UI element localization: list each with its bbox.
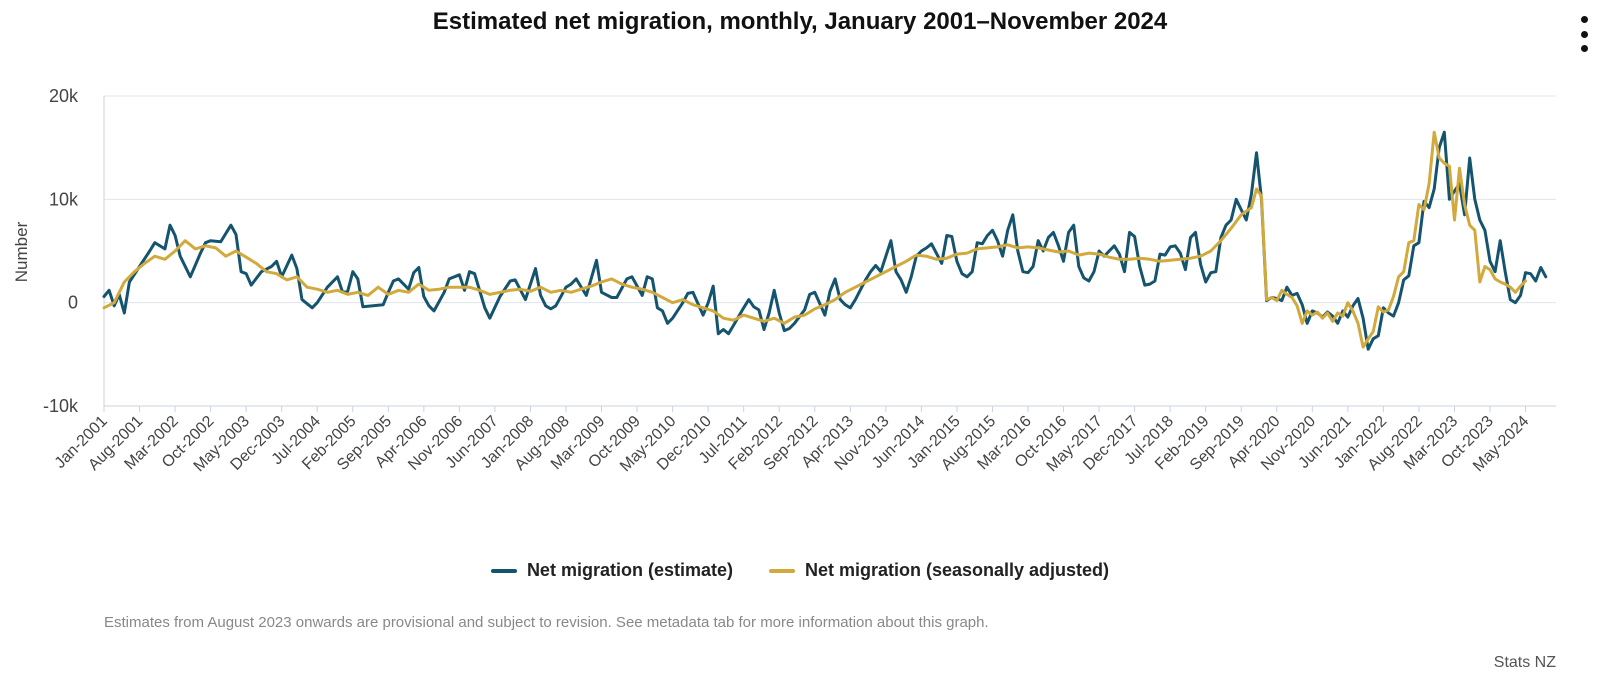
menu-dot [1580,30,1588,38]
menu-dot [1580,45,1588,52]
legend-item-estimate[interactable]: Net migration (estimate) [490,560,733,581]
legend-item-seasonally-adjusted[interactable]: Net migration (seasonally adjusted) [768,560,1110,581]
y-tick-label: -10k [43,396,79,416]
legend-label-estimate: Net migration (estimate) [526,560,733,580]
legend-label-seasonally-adjusted: Net migration (seasonally adjusted) [804,560,1110,580]
y-tick-label: 20k [49,86,79,106]
seasonally-adjusted-line [102,130,1527,349]
footnote: Estimates from August 2023 onwards are p… [104,614,989,631]
menu-dot [1580,16,1588,23]
legend-swatch-estimate [490,568,517,573]
y-axis-title: Number [12,221,31,282]
source-credit: Stats NZ [1493,654,1556,671]
chart-legend: Net migration (estimate) Net migration (… [0,560,1600,581]
chart-title: Estimated net migration, monthly, Januar… [432,8,1168,35]
more-vertical-icon[interactable] [1572,16,1596,52]
y-tick-label: 0 [68,293,78,313]
line-chart: -10k010k20kNumberJan-2001Aug-2001Mar-200… [12,86,1556,475]
estimate-line [102,130,1548,351]
legend-swatch-seasonally-adjusted [768,568,795,573]
y-tick-label: 10k [49,189,79,209]
